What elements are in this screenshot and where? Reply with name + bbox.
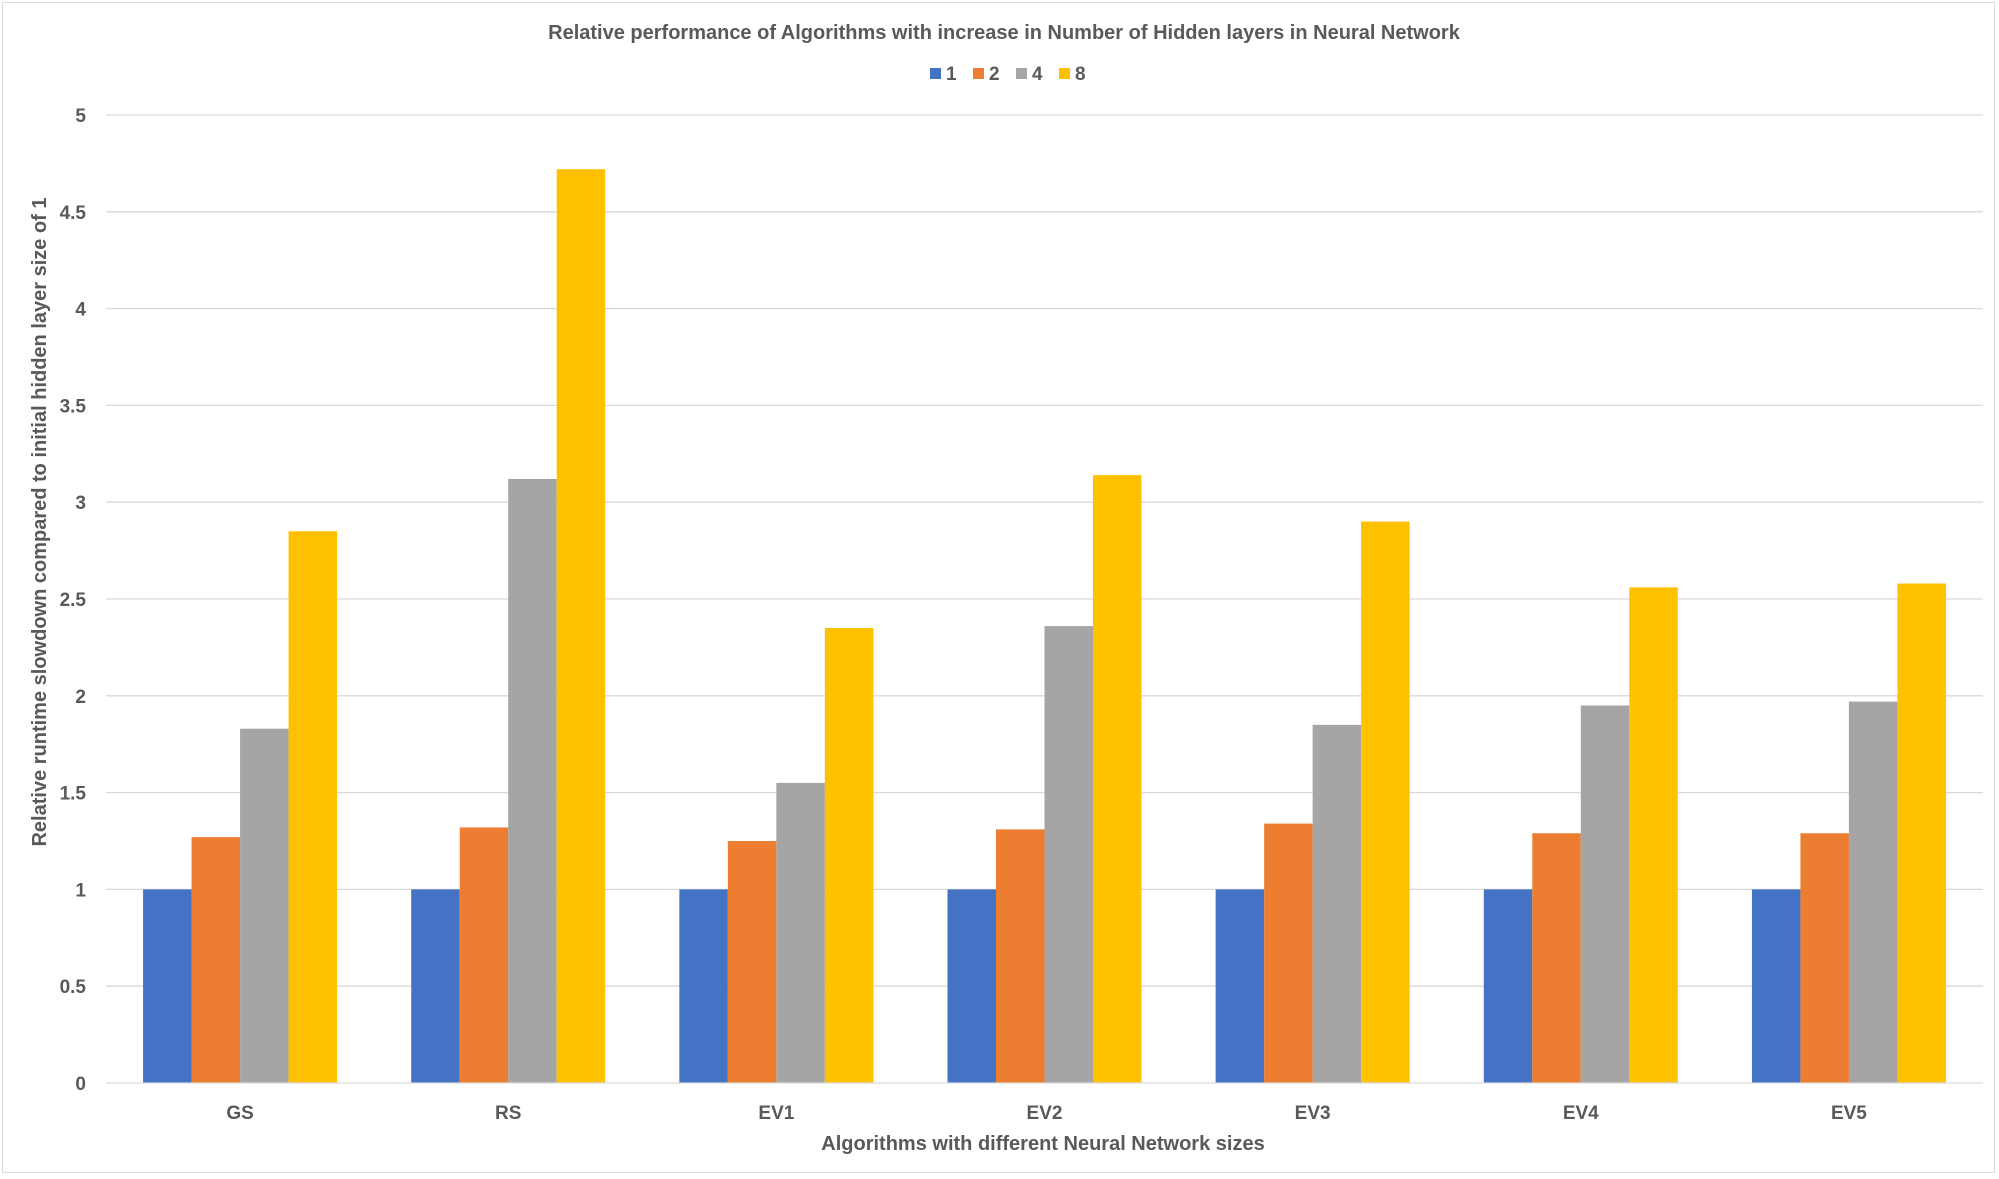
y-tick-label: 2 — [75, 687, 86, 708]
bar-ev5-series-2 — [1800, 833, 1849, 1083]
legend-label: 2 — [989, 64, 1000, 85]
bar-ev1-series-4 — [776, 782, 825, 1083]
bar-ev1-series-2 — [727, 841, 777, 1083]
chart-title: Relative performance of Algorithms with … — [548, 22, 1461, 44]
x-tick-label: EV1 — [758, 1103, 794, 1124]
x-tick-label: EV5 — [1831, 1103, 1867, 1124]
x-axis-ticks: GS RS EV1 EV2 EV3 EV4 EV5 — [226, 1103, 1867, 1124]
bar-ev5-series-4 — [1848, 701, 1898, 1083]
bar-ev4-series-1 — [1483, 889, 1533, 1083]
bar-gs-series-4 — [240, 728, 289, 1083]
y-tick-label: 1 — [75, 880, 86, 901]
bar-ev5-series-8 — [1897, 583, 1946, 1083]
bar-ev4-series-8 — [1629, 587, 1678, 1083]
y-tick-label: 3.5 — [60, 396, 87, 417]
bar-ev3-series-2 — [1264, 823, 1313, 1083]
x-tick-label: EV3 — [1295, 1103, 1331, 1124]
bar-ev3-series-8 — [1361, 521, 1410, 1083]
bar-ev5-series-1 — [1751, 889, 1801, 1083]
y-tick-label: 0.5 — [60, 977, 87, 998]
legend-label: 4 — [1032, 64, 1043, 85]
x-tick-label: GS — [226, 1103, 253, 1124]
legend-swatch-2 — [973, 68, 984, 79]
bar-ev3-series-1 — [1215, 889, 1265, 1083]
y-tick-label: 5 — [75, 106, 86, 127]
bar-ev2-series-2 — [996, 829, 1045, 1083]
y-tick-label: 1.5 — [60, 784, 87, 805]
y-tick-label: 4.5 — [60, 203, 87, 224]
y-axis-ticks: 0 0.5 1 1.5 2 2.5 3 3.5 4 4.5 5 — [60, 106, 87, 1095]
x-tick-label: EV4 — [1563, 1103, 1599, 1124]
bar-ev3-series-4 — [1312, 724, 1362, 1083]
bar-rs-series-2 — [459, 827, 509, 1083]
legend-label: 8 — [1075, 64, 1086, 85]
y-tick-label: 3 — [75, 493, 86, 514]
x-axis-title: Algorithms with different Neural Network… — [821, 1133, 1264, 1155]
bar-ev2-series-1 — [947, 889, 996, 1083]
y-tick-label: 4 — [75, 300, 86, 321]
bar-ev1-series-1 — [679, 889, 728, 1083]
legend-label: 1 — [946, 64, 957, 85]
bar-ev4-series-4 — [1580, 705, 1630, 1083]
y-axis-title: Relative runtime slowdown compared to in… — [29, 197, 51, 846]
bar-rs-series-4 — [508, 478, 557, 1083]
bar-ev2-series-8 — [1093, 475, 1142, 1083]
legend-swatch-8 — [1059, 68, 1070, 79]
bar-ev1-series-8 — [824, 628, 874, 1083]
y-tick-label: 0 — [75, 1074, 86, 1095]
y-tick-label: 2.5 — [60, 590, 87, 611]
x-tick-label: RS — [495, 1103, 521, 1124]
legend-swatch-1 — [930, 68, 941, 79]
bar-rs-series-8 — [556, 169, 606, 1083]
bar-ev4-series-2 — [1532, 833, 1581, 1083]
legend: 1 2 4 8 — [930, 64, 1086, 85]
bar-gs-series-8 — [288, 531, 338, 1083]
bar-chart: Relative performance of Algorithms with … — [29, 22, 1983, 1155]
bar-rs-series-1 — [411, 889, 460, 1083]
bar-ev2-series-4 — [1044, 626, 1093, 1083]
bars — [143, 169, 1946, 1083]
bar-gs-series-2 — [191, 837, 241, 1083]
x-tick-label: EV2 — [1027, 1103, 1063, 1124]
legend-swatch-4 — [1016, 68, 1027, 79]
bar-gs-series-1 — [143, 889, 192, 1083]
